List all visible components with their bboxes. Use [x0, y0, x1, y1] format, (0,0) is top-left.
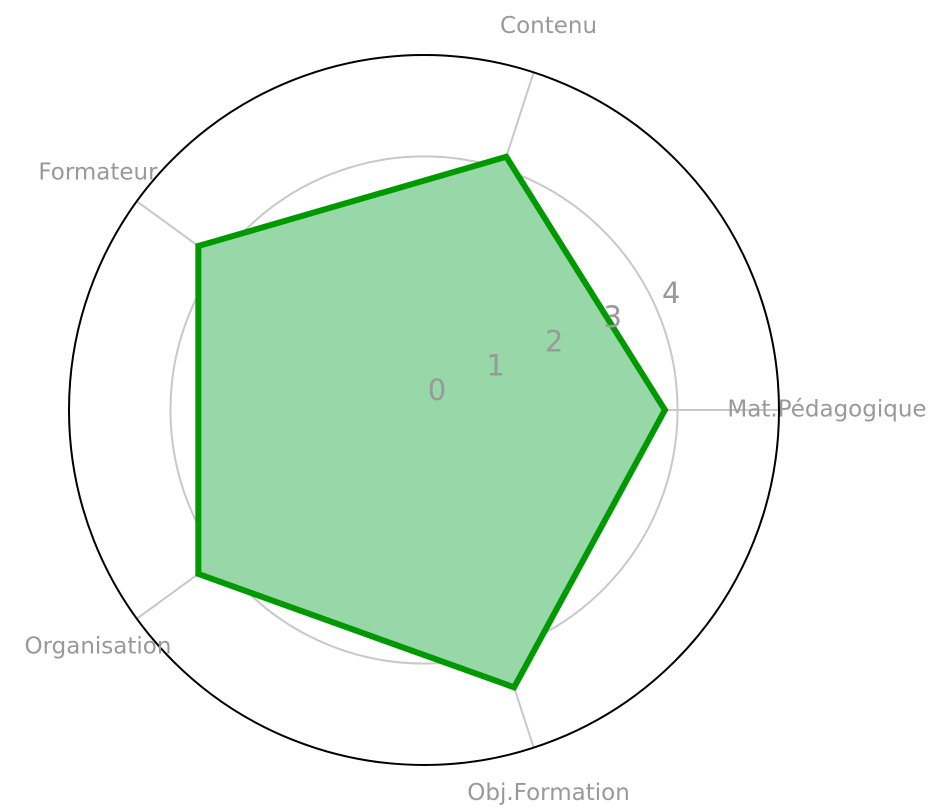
category-label: Contenu [500, 13, 597, 39]
category-label: Obj.Formation [467, 780, 630, 806]
radial-tick-label: 1 [486, 349, 504, 383]
radial-tick-label: 0 [428, 373, 446, 407]
radial-tick-label: 4 [662, 276, 680, 310]
category-label: Mat.Pédagogique [727, 397, 926, 423]
radial-tick-label: 2 [545, 324, 563, 358]
data-area [195, 153, 669, 692]
radial-tick-label: 3 [603, 300, 621, 334]
category-label: Formateur [38, 160, 158, 186]
outer-circle [68, 54, 780, 766]
category-label: Organisation [24, 633, 171, 659]
